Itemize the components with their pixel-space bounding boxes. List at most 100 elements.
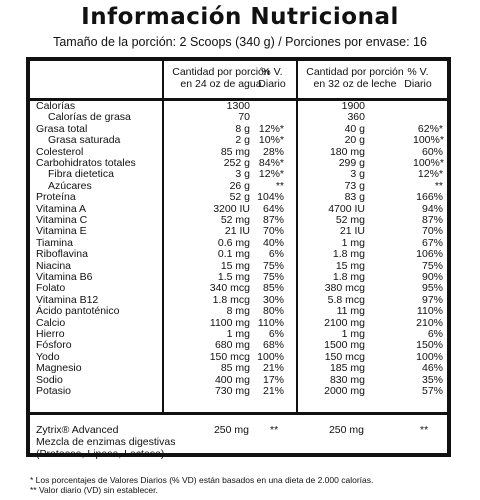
nutrient-name: Azúcares <box>48 179 92 192</box>
nutrient-name: Colesterol <box>36 145 84 158</box>
table-row: Fósforo 680 mg 68% 1500 mg 150% <box>30 339 448 352</box>
daily-value-water: 70% <box>262 225 284 238</box>
amount-water: 1 mg <box>226 328 250 340</box>
daily-value-milk: 62%* <box>417 122 443 135</box>
nutrient-name: Magnesio <box>36 362 82 375</box>
amount-milk: 20 g <box>344 134 365 147</box>
table-row: Grasa total 8 g 12%* 40 g 62%* <box>30 122 448 135</box>
amount-milk: 1.8 mg <box>332 248 365 261</box>
nutrient-name: Calorías <box>36 100 76 112</box>
header-divider <box>26 98 451 101</box>
daily-value-milk: 210% <box>416 316 443 329</box>
nutrient-name: Vitamina A <box>36 202 87 215</box>
daily-value-water: 21% <box>262 385 284 397</box>
amount-milk: 2100 mg <box>324 316 365 329</box>
amount-water: 400 mg <box>214 373 250 386</box>
daily-value-milk: 95% <box>421 282 443 295</box>
blend-amount-water: 250 mg <box>213 424 249 436</box>
table-row: Proteína 52 g 104% 83 g 166% <box>30 191 448 204</box>
amount-milk: 73 g <box>344 179 365 192</box>
table-row: Colesterol 85 mg 28% 180 mg 60% <box>30 145 448 158</box>
amount-milk: 21 IU <box>339 225 365 238</box>
nutrient-name: Grasa saturada <box>48 134 121 147</box>
daily-value-water: 6% <box>268 328 284 340</box>
blend-amount-milk: 250 mg <box>328 424 364 436</box>
header-daily-value-1: % V. Diario <box>258 66 286 90</box>
nutrient-name: Proteína <box>36 191 76 204</box>
amount-water: 1.5 mg <box>217 271 250 283</box>
amount-milk: 52 mg <box>335 214 365 226</box>
blend-daily-value-2: ** <box>420 424 429 436</box>
amount-milk: 1.8 mg <box>332 271 365 283</box>
table-row: Calorías de grasa 70 360 <box>30 111 448 124</box>
column-divider <box>296 57 298 412</box>
amount-water: 1.8 mcg <box>212 293 250 306</box>
daily-value-milk: 166% <box>416 191 443 204</box>
amount-water: 52 g <box>229 191 250 204</box>
daily-value-milk: 110% <box>416 305 443 318</box>
nutrient-name: Fibra dietetica <box>48 168 114 181</box>
table-row: Tiamina 0.6 mg 40% 1 mg 67% <box>30 236 448 249</box>
table-row: Calorías 1300 1900 <box>30 100 448 112</box>
amount-water: 1100 mg <box>209 316 250 329</box>
daily-value-milk: 57% <box>421 385 443 397</box>
daily-value-water: 10%* <box>258 134 284 147</box>
table-row: Grasa saturada 2 g 10%* 20 g 100%* <box>30 134 448 147</box>
daily-value-water: 104% <box>257 191 284 204</box>
table-row: Potasio 730 mg 21% 2000 mg 57% <box>30 385 448 397</box>
section-divider <box>26 412 451 415</box>
amount-milk: 830 mg <box>329 373 365 386</box>
amount-milk: 40 g <box>344 122 365 135</box>
amount-water: 85 mg <box>220 362 250 375</box>
amount-water: 1300 <box>226 100 250 112</box>
daily-value-water: 40% <box>262 236 284 249</box>
nutrient-name: Vitamina E <box>36 225 87 238</box>
amount-milk: 83 g <box>344 191 365 204</box>
nutrient-name: Vitamina C <box>36 214 88 226</box>
amount-water: 8 mg <box>226 305 250 318</box>
nutrient-name: Carbohidratos totales <box>36 157 136 169</box>
daily-value-water: 110% <box>257 316 284 329</box>
table-row: Ácido pantoténico 8 mg 80% 11 mg 110% <box>30 305 448 318</box>
nutrient-name: Ácido pantoténico <box>36 305 120 318</box>
daily-value-milk: 97% <box>421 293 443 306</box>
daily-value-water: 28% <box>262 145 284 158</box>
amount-water: 85 mg <box>220 145 250 158</box>
nutrient-name: Potasio <box>36 385 72 397</box>
amount-water: 0.6 mg <box>217 236 250 249</box>
table-row: Vitamina B12 1.8 mcg 30% 5.8 mcg 97% <box>30 293 448 306</box>
table-row: Vitamina A 3200 IU 64% 4700 IU 94% <box>30 202 448 215</box>
panel-title: Información Nutricional <box>81 4 399 30</box>
amount-water: 0.1 mg <box>217 248 250 261</box>
nutrient-name: Tiamina <box>36 236 73 249</box>
daily-value-milk: 35% <box>421 373 443 386</box>
table-row: Riboflavina 0.1 mg 6% 1.8 mg 106% <box>30 248 448 261</box>
daily-value-water: 21% <box>262 362 284 375</box>
table-row: Vitamina C 52 mg 87% 52 mg 87% <box>30 214 448 226</box>
amount-water: 3200 IU <box>213 202 250 215</box>
amount-milk: 1900 <box>341 100 365 112</box>
footnote-not-established: ** Valor diario (VD) sin establecer. <box>30 485 158 495</box>
amount-water: 252 g <box>223 157 250 169</box>
daily-value-milk: 100% <box>416 350 443 363</box>
nutrient-name: Calorías de grasa <box>48 111 131 124</box>
daily-value-milk: 12%* <box>417 168 443 181</box>
amount-water: 26 g <box>229 179 250 192</box>
daily-value-milk: 46% <box>421 362 443 375</box>
daily-value-milk: 150% <box>416 339 443 352</box>
nutrient-name: Hierro <box>36 328 65 340</box>
nutrient-name: Riboflavina <box>36 248 88 261</box>
daily-value-milk: 100%* <box>413 157 444 169</box>
amount-water: 150 mcg <box>209 350 250 363</box>
table-row: Carbohidratos totales 252 g 84%* 299 g 100%* <box>30 157 448 169</box>
nutrient-name: Sodio <box>36 373 63 386</box>
table-row: Hierro 1 mg 6% 1 mg 6% <box>30 328 448 340</box>
amount-milk: 15 mg <box>335 259 365 272</box>
daily-value-milk: 94% <box>421 202 443 215</box>
amount-milk: 4700 IU <box>328 202 365 215</box>
daily-value-water: 12%* <box>258 168 284 181</box>
amount-water: 2 g <box>235 134 250 147</box>
footnote-daily-value: * Los porcentajes de Valores Diarios (% … <box>30 475 374 485</box>
amount-water: 340 mcg <box>209 282 250 295</box>
header-amount-water: Cantidad por porción en 24 oz de agua <box>172 66 270 90</box>
